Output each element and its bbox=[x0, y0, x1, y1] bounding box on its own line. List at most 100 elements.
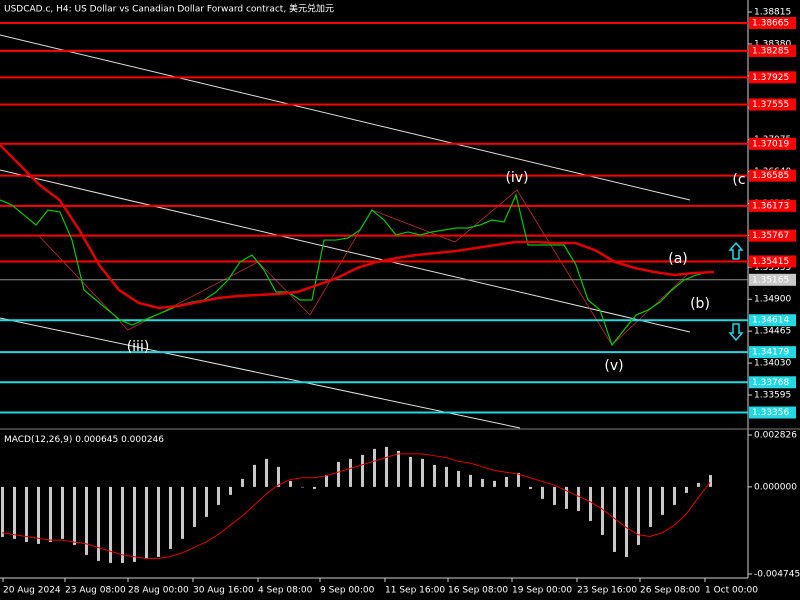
macd-bar bbox=[157, 486, 160, 557]
macd-value: 0.000645 bbox=[75, 435, 118, 445]
level-label: 1.35767 bbox=[752, 231, 789, 241]
macd-bar bbox=[469, 474, 472, 487]
y-tick-label: 0.002826 bbox=[754, 431, 797, 441]
macd-bar bbox=[181, 486, 184, 539]
level-label: 1.37925 bbox=[752, 73, 789, 83]
macd-bar bbox=[637, 486, 640, 545]
last-price-box bbox=[749, 273, 796, 286]
x-tick-label: 11 Sep 16:00 bbox=[385, 586, 445, 596]
macd-bar bbox=[349, 458, 352, 487]
macd-bar bbox=[229, 486, 232, 495]
macd-bar bbox=[589, 486, 592, 521]
wave-label: (c bbox=[732, 172, 745, 188]
macd-bar bbox=[313, 486, 316, 489]
x-tick-label: 30 Aug 16:00 bbox=[193, 586, 254, 596]
macd-name: MACD(12,26,9) bbox=[4, 435, 72, 445]
macd-bar bbox=[85, 486, 88, 555]
macd-bar bbox=[97, 486, 100, 561]
macd-bar bbox=[277, 466, 280, 487]
macd-bar bbox=[517, 472, 520, 487]
macd-bar bbox=[265, 458, 268, 487]
macd-bar bbox=[133, 486, 136, 562]
level-label: 1.37019 bbox=[752, 139, 789, 149]
macd-bar bbox=[13, 486, 16, 539]
signal-value: 0.000246 bbox=[121, 435, 164, 445]
x-tick-label: 4 Sep 08:00 bbox=[258, 586, 313, 596]
signal-line bbox=[1, 453, 711, 559]
chart-title: USDCAD.c, H4: US Dollar vs Canadian Doll… bbox=[4, 3, 334, 15]
macd-bar bbox=[409, 456, 412, 487]
macd-bar bbox=[253, 464, 256, 487]
macd-bar bbox=[169, 486, 172, 549]
macd-bar bbox=[193, 486, 196, 527]
macd-bar bbox=[421, 458, 424, 487]
x-tick-label: 23 Aug 08:00 bbox=[65, 586, 126, 596]
macd-bar bbox=[481, 478, 484, 487]
macd-bar bbox=[505, 476, 508, 487]
macd-bar bbox=[385, 446, 388, 487]
y-tick-label: 1.34030 bbox=[754, 359, 791, 369]
y-tick-label: 1.34900 bbox=[754, 295, 791, 305]
macd-bar bbox=[445, 466, 448, 487]
wave-label: (v) bbox=[604, 358, 623, 374]
y-tick-label: 1.38380 bbox=[754, 39, 791, 49]
macd-bar bbox=[397, 450, 400, 487]
macd-bar bbox=[73, 486, 76, 545]
macd-bar bbox=[697, 482, 700, 487]
macd-bar bbox=[457, 470, 460, 487]
macd-bar bbox=[493, 480, 496, 487]
level-label-box bbox=[749, 229, 796, 242]
macd-bar bbox=[289, 480, 292, 487]
level-label-box bbox=[749, 71, 796, 84]
level-label: 1.33356 bbox=[752, 408, 789, 418]
level-label: 1.34614 bbox=[752, 316, 789, 326]
channel-line bbox=[0, 169, 691, 333]
level-label-box bbox=[749, 17, 796, 30]
level-label-box bbox=[749, 137, 796, 150]
up-arrow bbox=[728, 241, 744, 260]
wave-label: (iv) bbox=[505, 170, 528, 186]
level-label-box bbox=[749, 255, 796, 268]
moving-average bbox=[0, 144, 715, 310]
macd-bar bbox=[433, 464, 436, 487]
macd-bar bbox=[205, 486, 208, 517]
macd-bar bbox=[325, 474, 328, 487]
channel-line bbox=[0, 317, 521, 429]
macd-bar bbox=[37, 486, 40, 544]
level-label: 1.38285 bbox=[752, 46, 789, 56]
macd-bar bbox=[373, 448, 376, 487]
macd-bar bbox=[361, 454, 364, 487]
wave-label: (a) bbox=[668, 251, 688, 267]
y-tick-label: 1.38815 bbox=[754, 8, 791, 18]
x-tick-label: 19 Sep 00:00 bbox=[512, 586, 572, 596]
macd-bar bbox=[1, 486, 4, 537]
x-tick-label: 28 Aug 00:00 bbox=[128, 586, 189, 596]
macd-bar bbox=[601, 486, 604, 535]
macd-bar bbox=[145, 486, 148, 559]
y-tick-label: 1.33595 bbox=[754, 390, 791, 400]
macd-bar bbox=[661, 486, 664, 515]
macd-bar bbox=[529, 486, 532, 489]
level-label: 1.36173 bbox=[752, 201, 789, 211]
level-label-box bbox=[749, 346, 796, 359]
macd-bar bbox=[541, 486, 544, 499]
macd-bar bbox=[577, 486, 580, 511]
channel-line bbox=[0, 34, 691, 201]
x-tick-label: 26 Sep 08:00 bbox=[640, 586, 700, 596]
y-tick-label: 1.35335 bbox=[754, 263, 791, 273]
macd-bar bbox=[217, 486, 220, 505]
macd-bar bbox=[241, 478, 244, 487]
level-label-box bbox=[749, 169, 796, 182]
level-label: 1.33768 bbox=[752, 378, 789, 388]
wave-label: (iii) bbox=[127, 339, 150, 355]
level-label-box bbox=[749, 98, 796, 111]
wave-label: (b) bbox=[690, 296, 710, 312]
x-tick-label: 1 Oct 00:00 bbox=[705, 586, 758, 596]
macd-bar bbox=[673, 486, 676, 505]
x-tick-label: 16 Sep 08:00 bbox=[448, 586, 508, 596]
macd-bar bbox=[49, 486, 52, 542]
level-label-box bbox=[749, 199, 796, 212]
macd-bar bbox=[121, 486, 124, 563]
